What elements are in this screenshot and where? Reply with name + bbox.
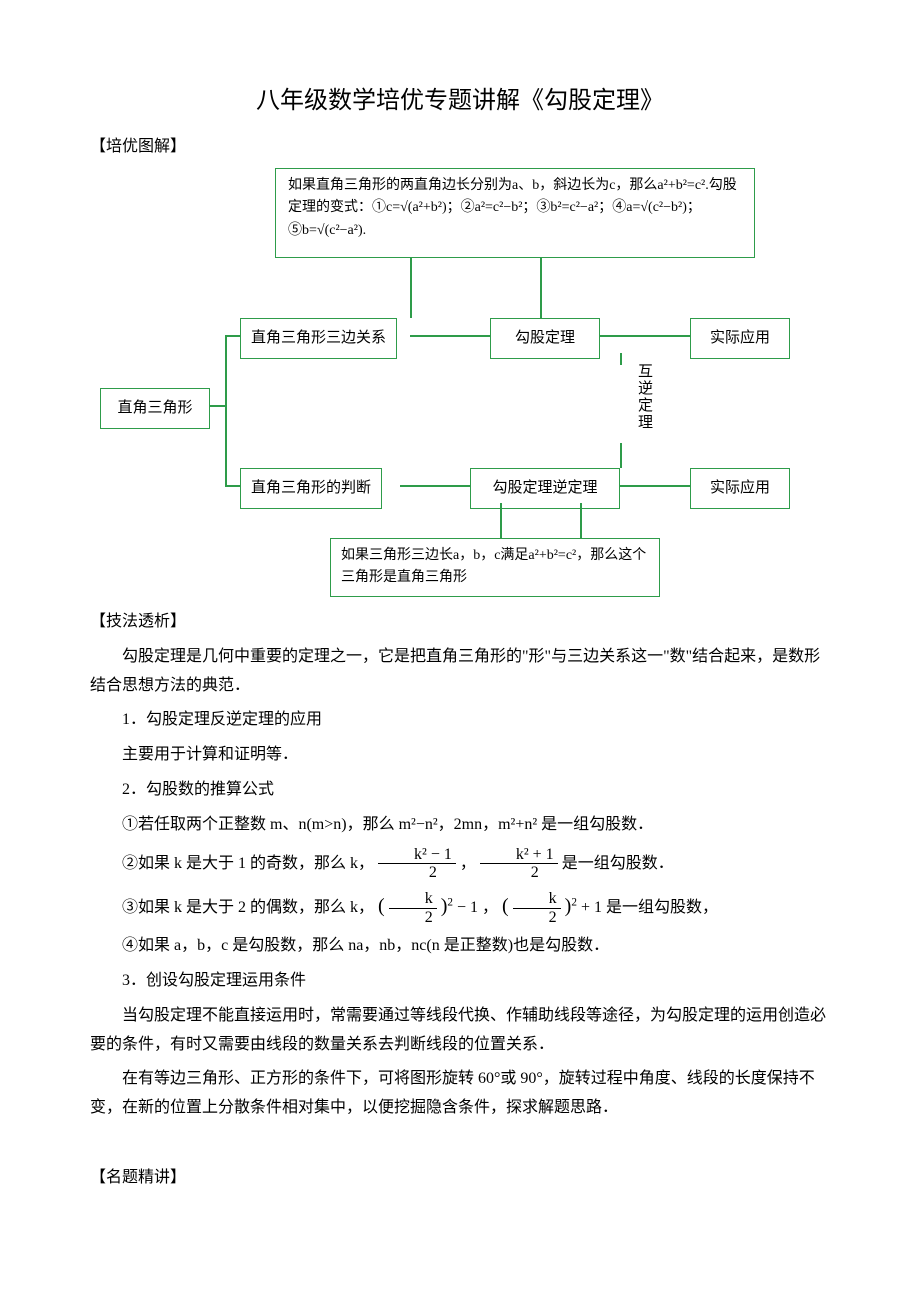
line bbox=[540, 258, 542, 318]
section-mingti: 【名题精讲】 bbox=[90, 1164, 830, 1193]
line bbox=[580, 503, 582, 538]
para: 在有等边三角形、正方形的条件下，可将图形旋转 60°或 90°，旋转过程中角度、… bbox=[90, 1065, 830, 1123]
para: 勾股定理是几何中重要的定理之一，它是把直角三角形的"形"与三边关系这一"数"结合… bbox=[90, 643, 830, 701]
para: 当勾股定理不能直接运用时，常需要通过等线段代换、作辅助线段等途径，为勾股定理的运… bbox=[90, 1002, 830, 1060]
line bbox=[225, 335, 227, 485]
fraction: k² − 1 2 bbox=[378, 846, 456, 882]
heading-3: 3．创设勾股定理运用条件 bbox=[90, 967, 830, 996]
heading-1: 1．勾股定理反逆定理的应用 bbox=[90, 706, 830, 735]
concept-diagram: 如果直角三角形的两直角边长分别为a、b，斜边长为c，那么a²+b²=c².勾股定… bbox=[100, 168, 820, 598]
heading-2: 2．勾股数的推算公式 bbox=[90, 776, 830, 805]
line bbox=[600, 335, 690, 337]
para-frac-1: ②如果 k 是大于 1 的奇数，那么 k， k² − 1 2 ， k² + 1 … bbox=[90, 846, 830, 882]
line bbox=[410, 335, 490, 337]
node-app2: 实际应用 bbox=[690, 468, 790, 509]
page-title: 八年级数学培优专题讲解《勾股定理》 bbox=[90, 80, 830, 123]
line bbox=[620, 443, 622, 468]
line bbox=[620, 485, 690, 487]
label-inverse-relation: 互逆定理 bbox=[630, 363, 657, 431]
node-rel3: 直角三角形三边关系 bbox=[240, 318, 397, 359]
para: 主要用于计算和证明等． bbox=[90, 741, 830, 770]
line bbox=[620, 353, 622, 365]
para: ④如果 a，b，c 是勾股数，那么 na，nb，nc(n 是正整数)也是勾股数． bbox=[90, 932, 830, 961]
fraction: k2 bbox=[389, 890, 437, 926]
fraction: k2 bbox=[513, 890, 561, 926]
node-root: 直角三角形 bbox=[100, 388, 210, 429]
line bbox=[410, 258, 412, 318]
note-bottom: 如果三角形三边长a，b，c满足a²+b²=c²，那么这个三角形是直角三角形 bbox=[330, 538, 660, 597]
line bbox=[225, 335, 240, 337]
line bbox=[210, 405, 225, 407]
para: ①若任取两个正整数 m、n(m>n)，那么 m²−n²，2mn，m²+n² 是一… bbox=[90, 811, 830, 840]
node-judge: 直角三角形的判断 bbox=[240, 468, 382, 509]
note-top: 如果直角三角形的两直角边长分别为a、b，斜边长为c，那么a²+b²=c².勾股定… bbox=[275, 168, 755, 258]
fraction: k² + 1 2 bbox=[480, 846, 558, 882]
line bbox=[225, 485, 240, 487]
node-gougu: 勾股定理 bbox=[490, 318, 600, 359]
section-tujie: 【培优图解】 bbox=[90, 133, 830, 162]
section-jifa: 【技法透析】 bbox=[90, 608, 830, 637]
line bbox=[500, 503, 502, 538]
node-app1: 实际应用 bbox=[690, 318, 790, 359]
para-frac-2: ③如果 k 是大于 2 的偶数，那么 k， ( k2 )2 − 1 ， ( k2… bbox=[90, 888, 830, 926]
line bbox=[400, 485, 470, 487]
node-inverse: 勾股定理逆定理 bbox=[470, 468, 620, 509]
